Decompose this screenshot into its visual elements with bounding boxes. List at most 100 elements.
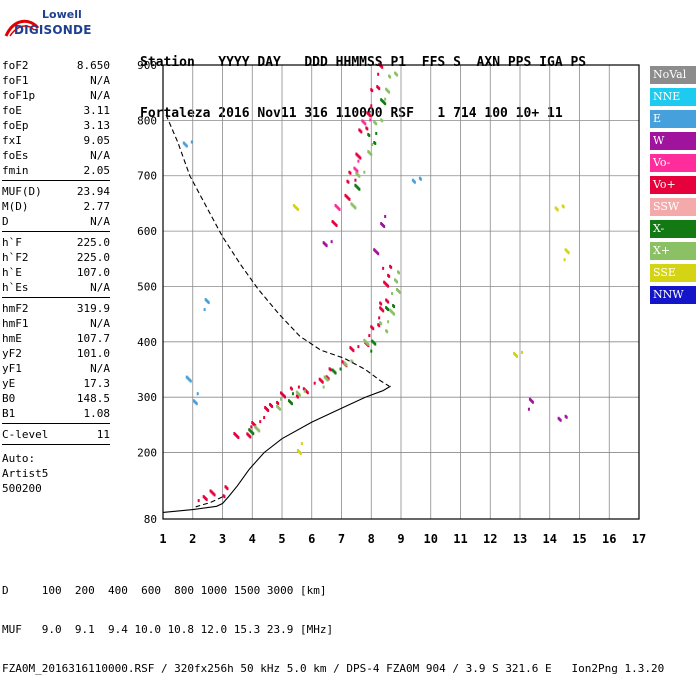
parameter-panel: foF2 8.650 foF1 N/A foF1p N/A foE 3.11 foEp 3.13 f… — [2, 58, 110, 496]
y-tick-label: 80 — [144, 513, 157, 526]
echo-mark-sse — [562, 205, 565, 209]
param-value: 107.0 — [76, 266, 110, 279]
echo-mark-x — [279, 407, 282, 411]
chart-echo-traces — [182, 62, 570, 503]
param-value: 9.05 — [83, 134, 111, 147]
echo-mark-sse — [563, 258, 566, 262]
param-label: D — [2, 215, 9, 228]
echo-mark-w — [527, 407, 530, 411]
param-row: M(D) 2.77 — [2, 199, 110, 214]
footer-info: D 100 200 400 600 800 1000 1500 3000 [km… — [2, 558, 664, 688]
echo-mark-w — [384, 215, 387, 219]
param-value: 148.5 — [76, 392, 110, 405]
param-value: N/A — [90, 89, 110, 102]
echo-mark-x — [280, 397, 283, 401]
echo-mark-vo — [380, 302, 383, 306]
param-label: fmin — [2, 164, 29, 177]
echo-mark-vo — [381, 65, 384, 69]
echo-mark-e — [196, 392, 199, 396]
param-value: 1.08 — [83, 407, 111, 420]
echo-mark-vo — [237, 436, 240, 440]
echo-mark-sse — [521, 350, 524, 354]
echo-mark-vo — [357, 345, 360, 349]
echo-mark-x — [368, 133, 371, 137]
echo-mark-x — [291, 392, 294, 396]
echo-mark-x — [398, 271, 401, 275]
param-row: foF2 8.650 — [2, 58, 110, 73]
echo-mark-sse — [296, 207, 299, 211]
param-label: foF2 — [2, 59, 29, 72]
legend-item: NNW — [650, 286, 696, 304]
legend-item: X- — [650, 220, 696, 238]
param-label: yF1 — [2, 362, 22, 375]
echo-mark-e — [207, 301, 210, 305]
echo-mark-vo — [306, 391, 309, 395]
x-tick-label: 16 — [602, 532, 616, 546]
echo-mark-vo — [356, 169, 359, 173]
echo-mark-x — [375, 122, 378, 126]
echo-mark-x — [370, 153, 373, 157]
echo-mark-x — [370, 349, 373, 353]
echo-mark-x — [380, 322, 383, 326]
echo-mark-vo — [366, 127, 369, 131]
param-row: yE 17.3 — [2, 376, 110, 391]
echo-mark-x — [399, 291, 402, 294]
x-tick-label: 6 — [308, 532, 315, 546]
param-row: fxI 9.05 — [2, 133, 110, 148]
param-label: foEs — [2, 149, 29, 162]
param-value: N/A — [90, 215, 110, 228]
x-tick-label: 7 — [338, 532, 345, 546]
echo-mark-x — [290, 402, 293, 406]
echo-mark-x — [252, 432, 255, 436]
echo-mark-x — [363, 170, 366, 174]
param-label: MUF(D) — [2, 185, 42, 198]
param-label: C-level — [2, 428, 49, 441]
echo-mark-vo — [387, 284, 390, 288]
param-row: B0 148.5 — [2, 391, 110, 406]
echo-mark-vo — [271, 404, 274, 408]
echo-mark-vo — [226, 487, 229, 491]
y-tick-label: 300 — [137, 391, 157, 404]
echo-mark-vo — [347, 180, 350, 184]
logo-swoosh-icon — [4, 19, 40, 37]
param-label: h`Es — [2, 281, 29, 294]
param-row: h`F2 225.0 — [2, 250, 110, 265]
param-label: B1 — [2, 407, 16, 420]
param-value: 107.7 — [76, 332, 110, 345]
x-tick-label: 2 — [189, 532, 196, 546]
param-row: fmin 2.05 — [2, 163, 110, 178]
y-tick-label: 600 — [137, 225, 157, 238]
param-row: h`F 225.0 — [2, 235, 110, 250]
legend-item: Vo- — [650, 154, 696, 172]
echo-mark-e — [189, 379, 192, 383]
echo-mark-x — [303, 389, 306, 393]
param-label: foF1p — [2, 89, 36, 102]
echo-mark-x — [326, 378, 329, 382]
param-value: 101.0 — [76, 347, 110, 360]
param-value: 3.11 — [83, 104, 111, 117]
param-row: foF1p N/A — [2, 88, 110, 103]
echo-mark-vo — [382, 266, 385, 270]
param-value: 225.0 — [76, 251, 110, 264]
auto-software: Artist5 — [2, 467, 49, 480]
echo-mark-e — [413, 180, 416, 184]
y-tick-label: 700 — [137, 170, 157, 183]
echo-mark-e — [195, 402, 198, 406]
x-tick-label: 1 — [159, 532, 166, 546]
param-label: yF2 — [2, 347, 22, 360]
x-tick-label: 5 — [278, 532, 285, 546]
digisonde-logo: Lowell DIGISONDE — [4, 6, 91, 46]
divider — [2, 297, 110, 298]
param-value: 225.0 — [76, 236, 110, 249]
echo-mark-vo — [349, 171, 352, 175]
echo-mark-x — [391, 292, 394, 295]
echo-mark-vo — [250, 425, 253, 429]
echo-mark-x — [334, 371, 337, 375]
echo-mark-vo — [360, 130, 363, 134]
param-label: foF1 — [2, 74, 29, 87]
x-tick-label: 17 — [632, 532, 646, 546]
param-value: 3.13 — [83, 119, 111, 132]
echo-mark-vo — [263, 416, 266, 420]
echo-mark-vo — [378, 324, 381, 328]
echo-mark-x — [387, 308, 390, 312]
